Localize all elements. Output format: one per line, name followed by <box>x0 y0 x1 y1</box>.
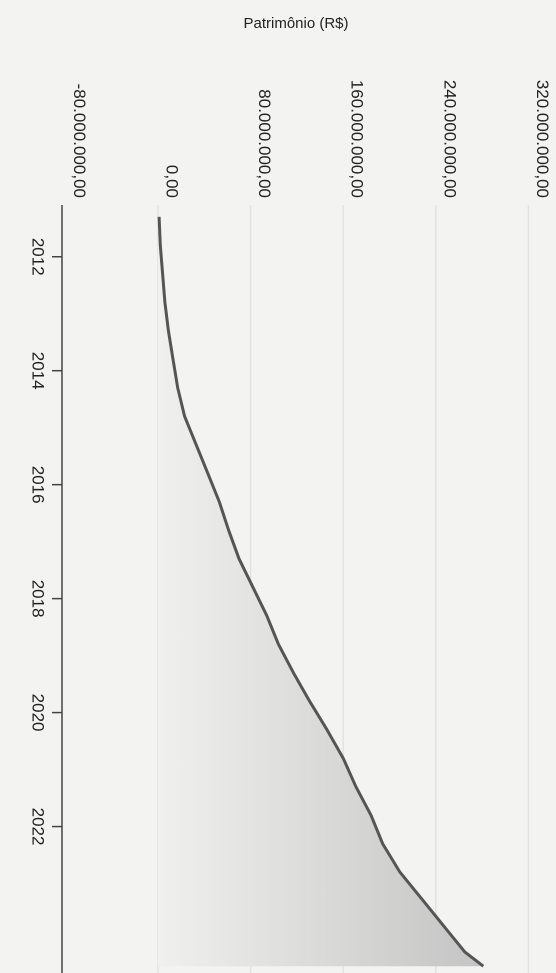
plot-area <box>157 216 485 968</box>
x-tick-label: 2020 <box>29 694 48 732</box>
y-tick-label: 320.000.000,00 <box>533 80 552 198</box>
y-axis-title: Patrimônio (R$) <box>243 15 348 32</box>
y-tick-label: 0,00 <box>162 165 181 198</box>
x-tick-label: 2018 <box>29 580 48 618</box>
x-tick-label: 2014 <box>29 352 48 390</box>
series-line <box>157 216 485 968</box>
y-tick-label: 160.000.000,00 <box>348 80 367 198</box>
y-tick-label: -80.000.000,00 <box>70 84 89 198</box>
x-tick-label: 2012 <box>29 238 48 276</box>
y-tick-label: 240.000.000,00 <box>440 80 459 198</box>
y-tick-label: 80.000.000,00 <box>255 89 274 198</box>
x-axis-ticks: 2012 2014 2016 2018 2020 2022 <box>29 238 62 846</box>
x-tick-label: 2016 <box>29 466 48 504</box>
area-fill <box>158 216 484 967</box>
x-tick-label: 2022 <box>29 808 48 846</box>
y-axis-ticks: -80.000.000,00 0,00 80.000.000,00 160.000.0… <box>70 80 552 198</box>
